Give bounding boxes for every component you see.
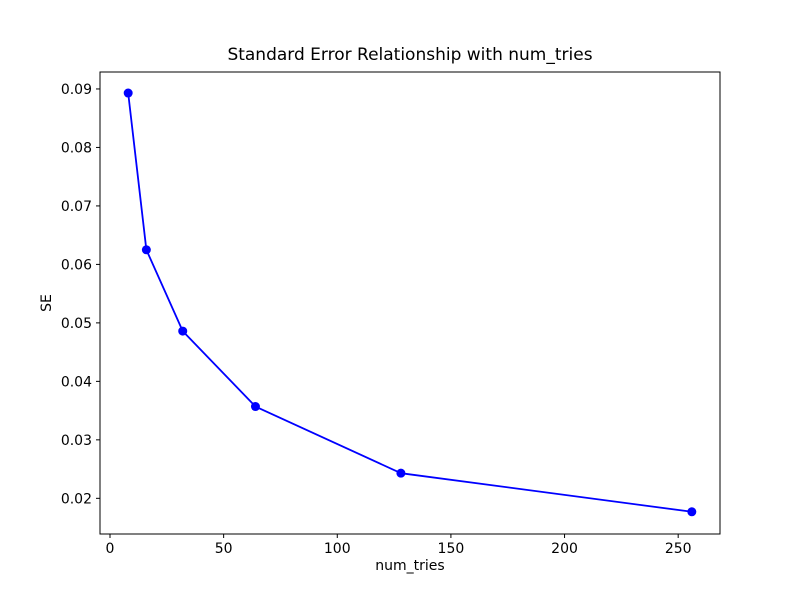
data-point [141,245,151,255]
y-tick-label: 0.09 [61,82,92,98]
y-tick-label: 0.03 [61,433,92,449]
x-axis-label: num_tries [375,558,445,574]
y-tick-label: 0.05 [61,316,92,332]
axes-spines [99,71,721,535]
y-tick-label: 0.02 [61,491,92,507]
y-tick-label: 0.04 [61,374,92,390]
y-tick-label: 0.08 [61,140,92,156]
x-tick-label: 100 [324,541,351,557]
chart-title: Standard Error Relationship with num_tri… [227,45,593,65]
y-tick-label: 0.07 [61,199,92,215]
data-point [178,326,188,336]
x-tick-label: 250 [665,541,692,557]
x-tick-label: 200 [551,541,578,557]
data-point [250,402,260,412]
x-tick-label: 0 [106,541,115,557]
data-point [687,507,697,517]
y-tick-label: 0.06 [61,257,92,273]
data-point [396,468,406,478]
data-point [123,88,133,98]
x-tick-label: 50 [215,541,233,557]
series-line [127,92,692,513]
x-tick-label: 150 [438,541,465,557]
